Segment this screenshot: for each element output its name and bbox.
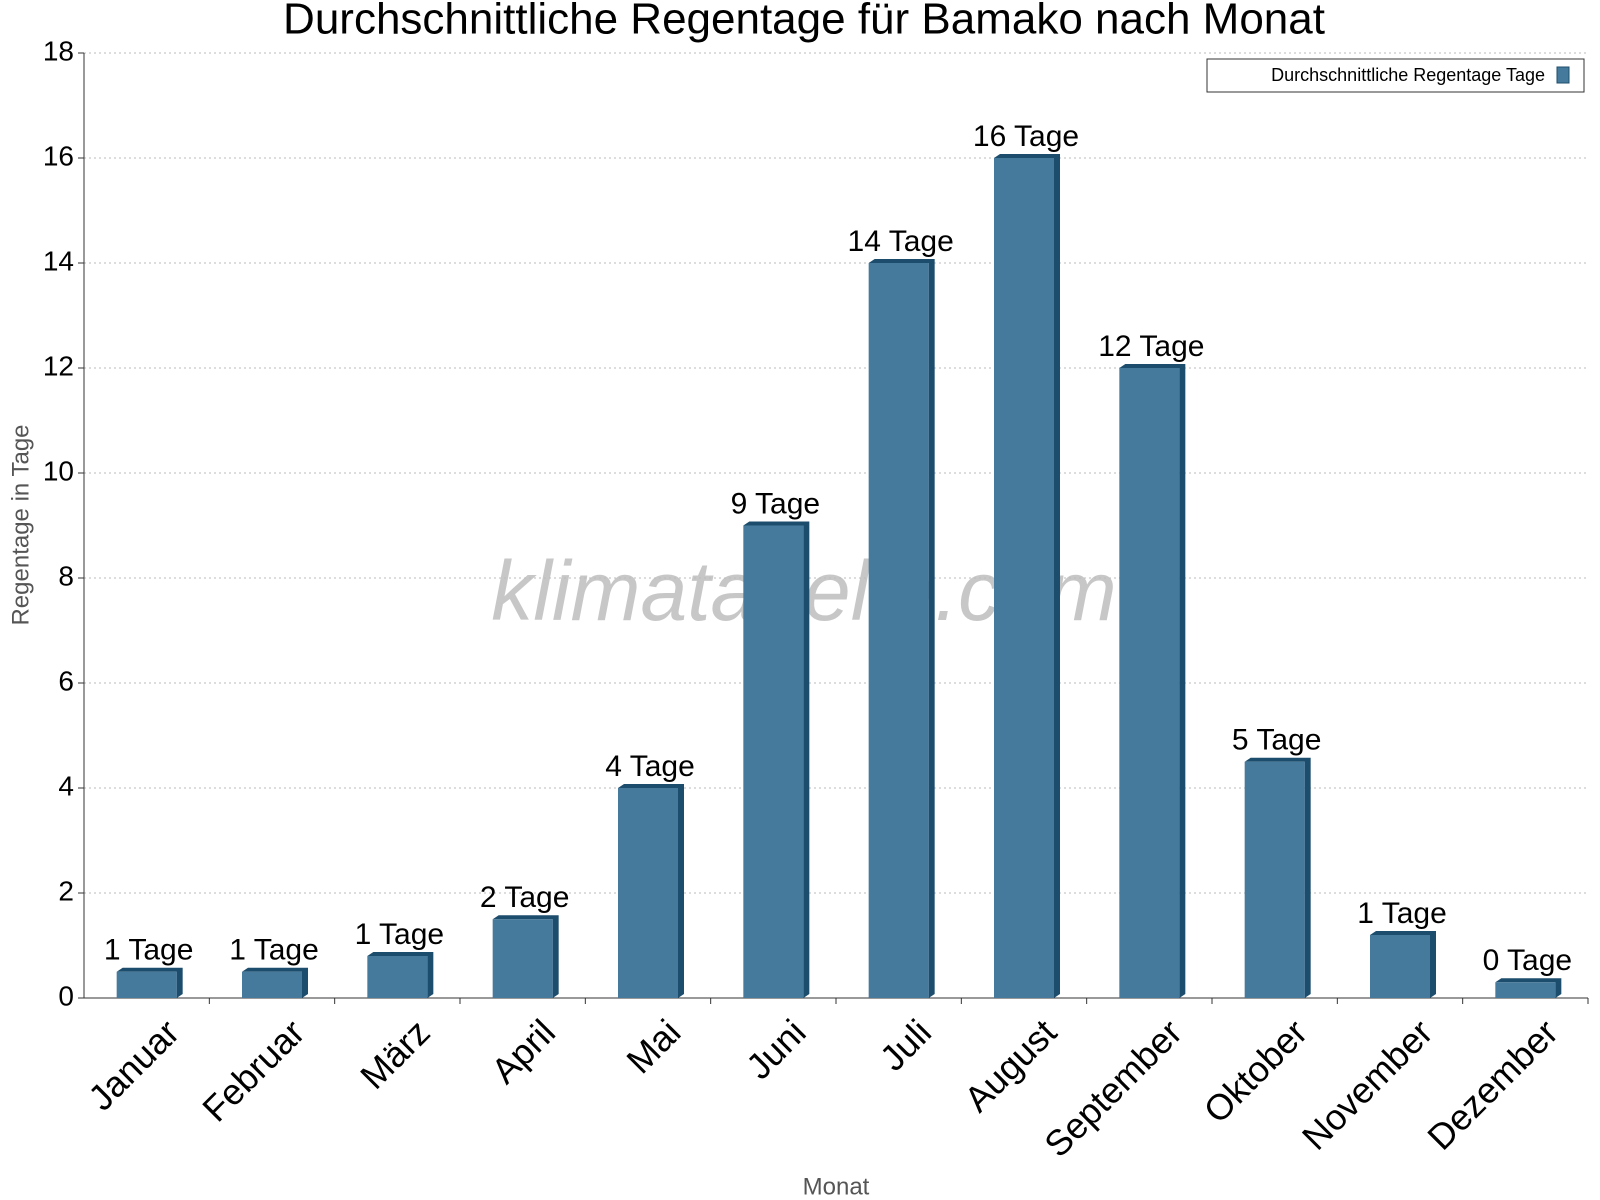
x-tick-label: Dezember	[1419, 1011, 1565, 1157]
y-tick-label: 0	[58, 980, 74, 1011]
data-label: 2 Tage	[480, 881, 570, 914]
bar	[618, 788, 678, 998]
x-tick-label: Oktober	[1196, 1011, 1316, 1131]
y-tick-label: 4	[58, 770, 74, 801]
data-label: 12 Tage	[1098, 330, 1204, 363]
data-label: 0 Tage	[1483, 944, 1573, 977]
data-label: 1 Tage	[355, 918, 445, 951]
bar	[994, 158, 1054, 998]
bar	[492, 919, 553, 998]
y-tick-label: 6	[58, 665, 74, 696]
data-label: 1 Tage	[229, 934, 319, 967]
y-tick-label: 14	[43, 245, 74, 276]
data-label: 9 Tage	[731, 487, 821, 520]
data-label: 1 Tage	[104, 934, 194, 967]
y-tick-label: 10	[43, 455, 74, 486]
legend-swatch	[1556, 66, 1570, 84]
bar	[1370, 935, 1430, 998]
data-label: 16 Tage	[973, 120, 1079, 153]
y-tick-label: 2	[58, 875, 74, 906]
chart-title: Durchschnittliche Regentage für Bamako n…	[283, 0, 1325, 44]
bar	[1119, 368, 1180, 998]
x-tick-label: Januar	[80, 1011, 187, 1118]
data-label: 5 Tage	[1232, 724, 1322, 757]
bar-depth	[242, 967, 308, 998]
bar	[1244, 761, 1305, 998]
data-label: 4 Tage	[605, 750, 695, 783]
x-tick-label: März	[352, 1011, 438, 1097]
y-tick-label: 12	[43, 350, 74, 381]
bar	[116, 971, 177, 998]
bar-depth	[116, 967, 183, 998]
y-tick-label: 16	[43, 140, 74, 171]
bar-depth	[1495, 978, 1562, 998]
x-axis-title: Monat	[803, 1173, 870, 1200]
bar	[1495, 982, 1556, 998]
y-tick-label: 8	[58, 560, 74, 591]
y-axis-title: Regentage in Tage	[7, 424, 34, 625]
x-tick-label: Juli	[872, 1011, 939, 1078]
bar	[242, 971, 302, 998]
x-tick-label: Februar	[194, 1011, 312, 1129]
bar	[868, 263, 929, 998]
x-tick-label: November	[1294, 1011, 1440, 1157]
x-tick-label: Juni	[738, 1011, 814, 1087]
y-tick-label: 18	[43, 35, 74, 66]
bar	[743, 525, 804, 998]
x-tick-label: Mai	[618, 1011, 688, 1081]
bar	[367, 956, 428, 998]
data-label: 1 Tage	[1357, 897, 1447, 930]
legend-box	[1206, 58, 1585, 93]
legend-label: Durchschnittliche Regentage Tage	[1271, 65, 1545, 85]
x-tick-label: August	[956, 1011, 1064, 1119]
x-tick-label: April	[483, 1011, 563, 1091]
x-tick-label: September	[1036, 1011, 1190, 1165]
data-label: 14 Tage	[848, 225, 954, 258]
